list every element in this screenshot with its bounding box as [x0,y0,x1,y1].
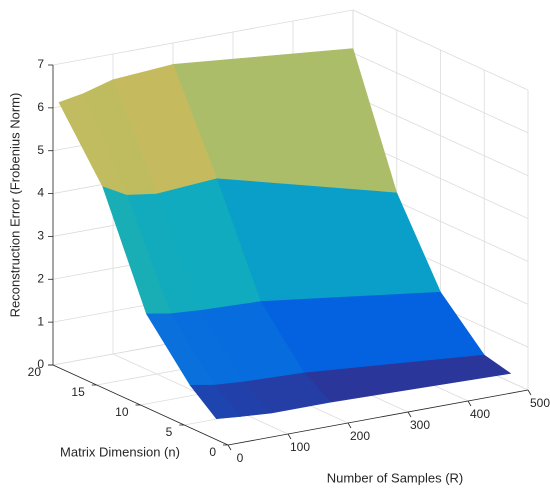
z-tick-label: 5 [37,143,44,157]
z-axis-label: Reconstruction Error (Frobenius Norm) [7,93,22,318]
z-tick-label: 0 [37,357,44,371]
grid-line [352,9,529,91]
y-tick-label: 10 [115,405,129,419]
x-tick-label: 0 [237,451,244,465]
grid-line [52,9,354,66]
z-tick-label: 2 [37,271,44,285]
tick-mark [287,433,292,440]
grid-line [352,52,529,134]
x-axis-label: Number of Samples (R) [327,470,464,485]
z-tick-label: 3 [37,229,44,243]
surface-patch [189,384,242,420]
z-tick-label: 4 [37,186,44,200]
axis-line [227,389,529,446]
z-tick-label: 6 [37,100,44,114]
tick-mark [407,411,412,418]
z-tick-label: 7 [37,57,44,71]
grid-line [352,95,529,177]
x-tick-label: 200 [350,429,370,443]
tick-mark [227,444,232,451]
surface [58,48,512,420]
y-tick-label: 5 [166,425,173,439]
y-axis-label: Matrix Dimension (n) [60,444,180,459]
tick-mark [527,389,532,396]
y-tick-label: 0 [209,445,216,459]
tick-mark [467,400,472,407]
x-tick-label: 400 [470,407,490,421]
x-tick-label: 300 [410,418,430,432]
x-tick-label: 500 [530,396,550,410]
tick-mark [347,422,352,429]
y-tick-label: 15 [71,385,85,399]
y-tick-label: 20 [28,365,42,379]
z-tick-label: 1 [37,314,44,328]
x-tick-label: 100 [290,440,310,454]
